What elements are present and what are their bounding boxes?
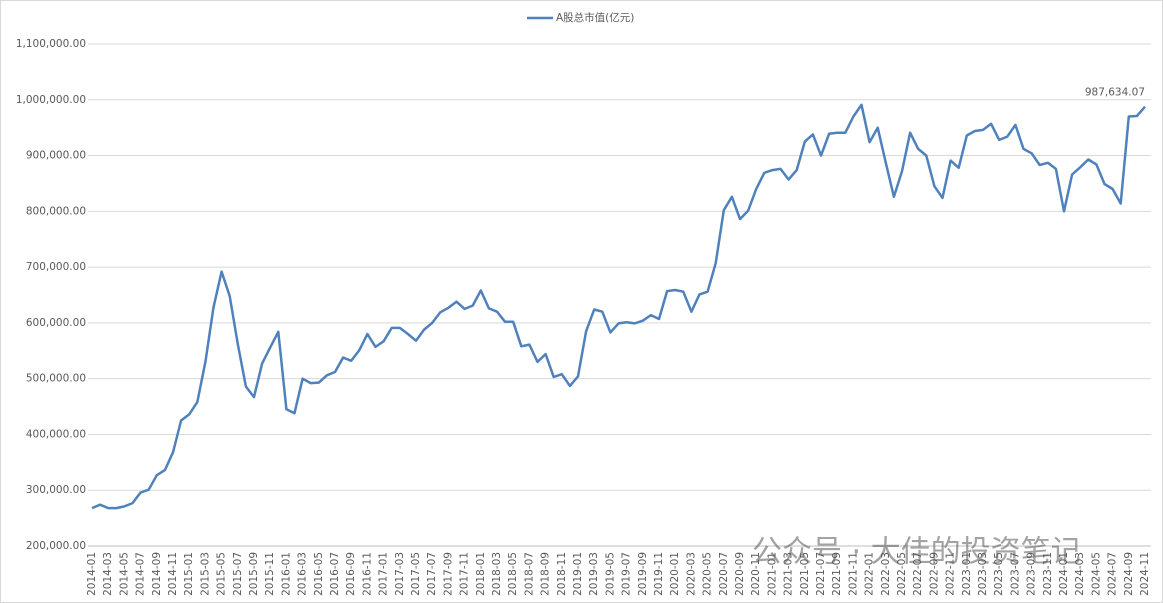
x-tick-label: 2020-03 xyxy=(685,552,697,596)
x-tick-label: 2021-09 xyxy=(831,552,843,596)
x-tick-label: 2018-05 xyxy=(507,552,519,596)
x-tick-label: 2020-11 xyxy=(750,552,762,596)
x-tick-label: 2016-05 xyxy=(313,552,325,596)
y-tick-label: 200,000.00 xyxy=(26,540,86,552)
x-tick-label: 2017-07 xyxy=(426,552,438,596)
x-tick-label: 2016-01 xyxy=(280,552,292,596)
y-tick-label: 400,000.00 xyxy=(26,428,86,440)
x-tick-label: 2014-07 xyxy=(135,552,147,596)
y-tick-label: 800,000.00 xyxy=(26,205,86,217)
x-tick-label: 2018-07 xyxy=(523,552,535,596)
x-tick-label: 2022-05 xyxy=(896,552,908,596)
y-tick-label: 1,000,000.00 xyxy=(16,94,86,106)
x-tick-label: 2018-01 xyxy=(475,552,487,596)
x-tick-label: 2023-09 xyxy=(1026,552,1038,596)
x-tick-label: 2023-05 xyxy=(993,552,1005,596)
x-tick-label: 2017-11 xyxy=(459,552,471,596)
x-tick-label: 2015-09 xyxy=(248,552,260,596)
x-tick-label: 2014-01 xyxy=(86,552,98,596)
x-tick-label: 2019-11 xyxy=(653,552,665,596)
legend-label: A股总市值(亿元) xyxy=(556,11,634,24)
x-tick-label: 2015-07 xyxy=(232,552,244,596)
x-tick-label: 2020-05 xyxy=(702,552,714,596)
x-tick-label: 2019-05 xyxy=(604,552,616,596)
y-tick-label: 900,000.00 xyxy=(26,150,86,162)
x-tick-label: 2018-11 xyxy=(556,552,568,596)
x-tick-label: 2024-05 xyxy=(1090,552,1102,596)
x-tick-label: 2021-01 xyxy=(766,552,778,596)
x-tick-label: 2020-09 xyxy=(734,552,746,596)
y-tick-label: 1,100,000.00 xyxy=(16,38,86,50)
x-tick-label: 2014-03 xyxy=(102,552,114,596)
x-tick-label: 2014-09 xyxy=(151,552,163,596)
x-tick-label: 2017-01 xyxy=(378,552,390,596)
x-tick-label: 2023-03 xyxy=(977,552,989,596)
x-tick-label: 2023-01 xyxy=(961,552,973,596)
x-tick-label: 2015-01 xyxy=(183,552,195,596)
x-tick-label: 2019-09 xyxy=(637,552,649,596)
x-tick-label: 2016-11 xyxy=(361,552,373,596)
x-tick-label: 2024-01 xyxy=(1058,552,1070,596)
x-tick-label: 2024-03 xyxy=(1074,552,1086,596)
x-tick-label: 2014-11 xyxy=(167,552,179,596)
y-tick-label: 500,000.00 xyxy=(26,373,86,385)
x-tick-label: 2019-03 xyxy=(588,552,600,596)
x-tick-label: 2021-03 xyxy=(783,552,795,596)
x-tick-label: 2017-09 xyxy=(442,552,454,596)
x-tick-label: 2019-01 xyxy=(572,552,584,596)
watermark: 公众号 · 大佳的投资笔记 xyxy=(752,535,1081,570)
x-tick-label: 2020-07 xyxy=(718,552,730,596)
x-tick-label: 2024-11 xyxy=(1139,552,1151,596)
x-tick-label: 2022-07 xyxy=(912,552,924,596)
x-tick-label: 2023-07 xyxy=(1009,552,1021,596)
x-tick-label: 2018-03 xyxy=(491,552,503,596)
x-tick-label: 2024-07 xyxy=(1107,552,1119,596)
x-tick-label: 2016-03 xyxy=(297,552,309,596)
x-tick-label: 2022-09 xyxy=(928,552,940,596)
x-tick-label: 2017-05 xyxy=(410,552,422,596)
x-tick-label: 2021-11 xyxy=(847,552,859,596)
x-tick-label: 2021-07 xyxy=(815,552,827,596)
x-tick-label: 2015-05 xyxy=(216,552,228,596)
line xyxy=(91,103,1146,510)
x-tick-label: 2015-03 xyxy=(199,552,211,596)
x-tick-label: 2015-11 xyxy=(264,552,276,596)
x-tick-label: 2022-03 xyxy=(880,552,892,596)
x-tick-label: 2021-05 xyxy=(799,552,811,596)
x-tick-label: 2024-09 xyxy=(1123,552,1135,596)
x-tick-label: 2022-11 xyxy=(945,552,957,596)
x-tick-label: 2016-09 xyxy=(345,552,357,596)
x-tick-label: 2016-07 xyxy=(329,552,341,596)
y-tick-label: 600,000.00 xyxy=(26,317,86,329)
x-tick-label: 2023-11 xyxy=(1042,552,1054,596)
x-tick-label: 2018-09 xyxy=(540,552,552,596)
x-tick-label: 2014-05 xyxy=(118,552,130,596)
y-tick-label: 300,000.00 xyxy=(26,484,86,496)
y-tick-label: 700,000.00 xyxy=(26,261,86,273)
x-tick-label: 2019-07 xyxy=(621,552,633,596)
data-label: 987,634.07 xyxy=(1085,87,1145,99)
x-tick-label: 2017-03 xyxy=(394,552,406,596)
x-tick-label: 2022-01 xyxy=(864,552,876,596)
x-tick-label: 2020-01 xyxy=(669,552,681,596)
